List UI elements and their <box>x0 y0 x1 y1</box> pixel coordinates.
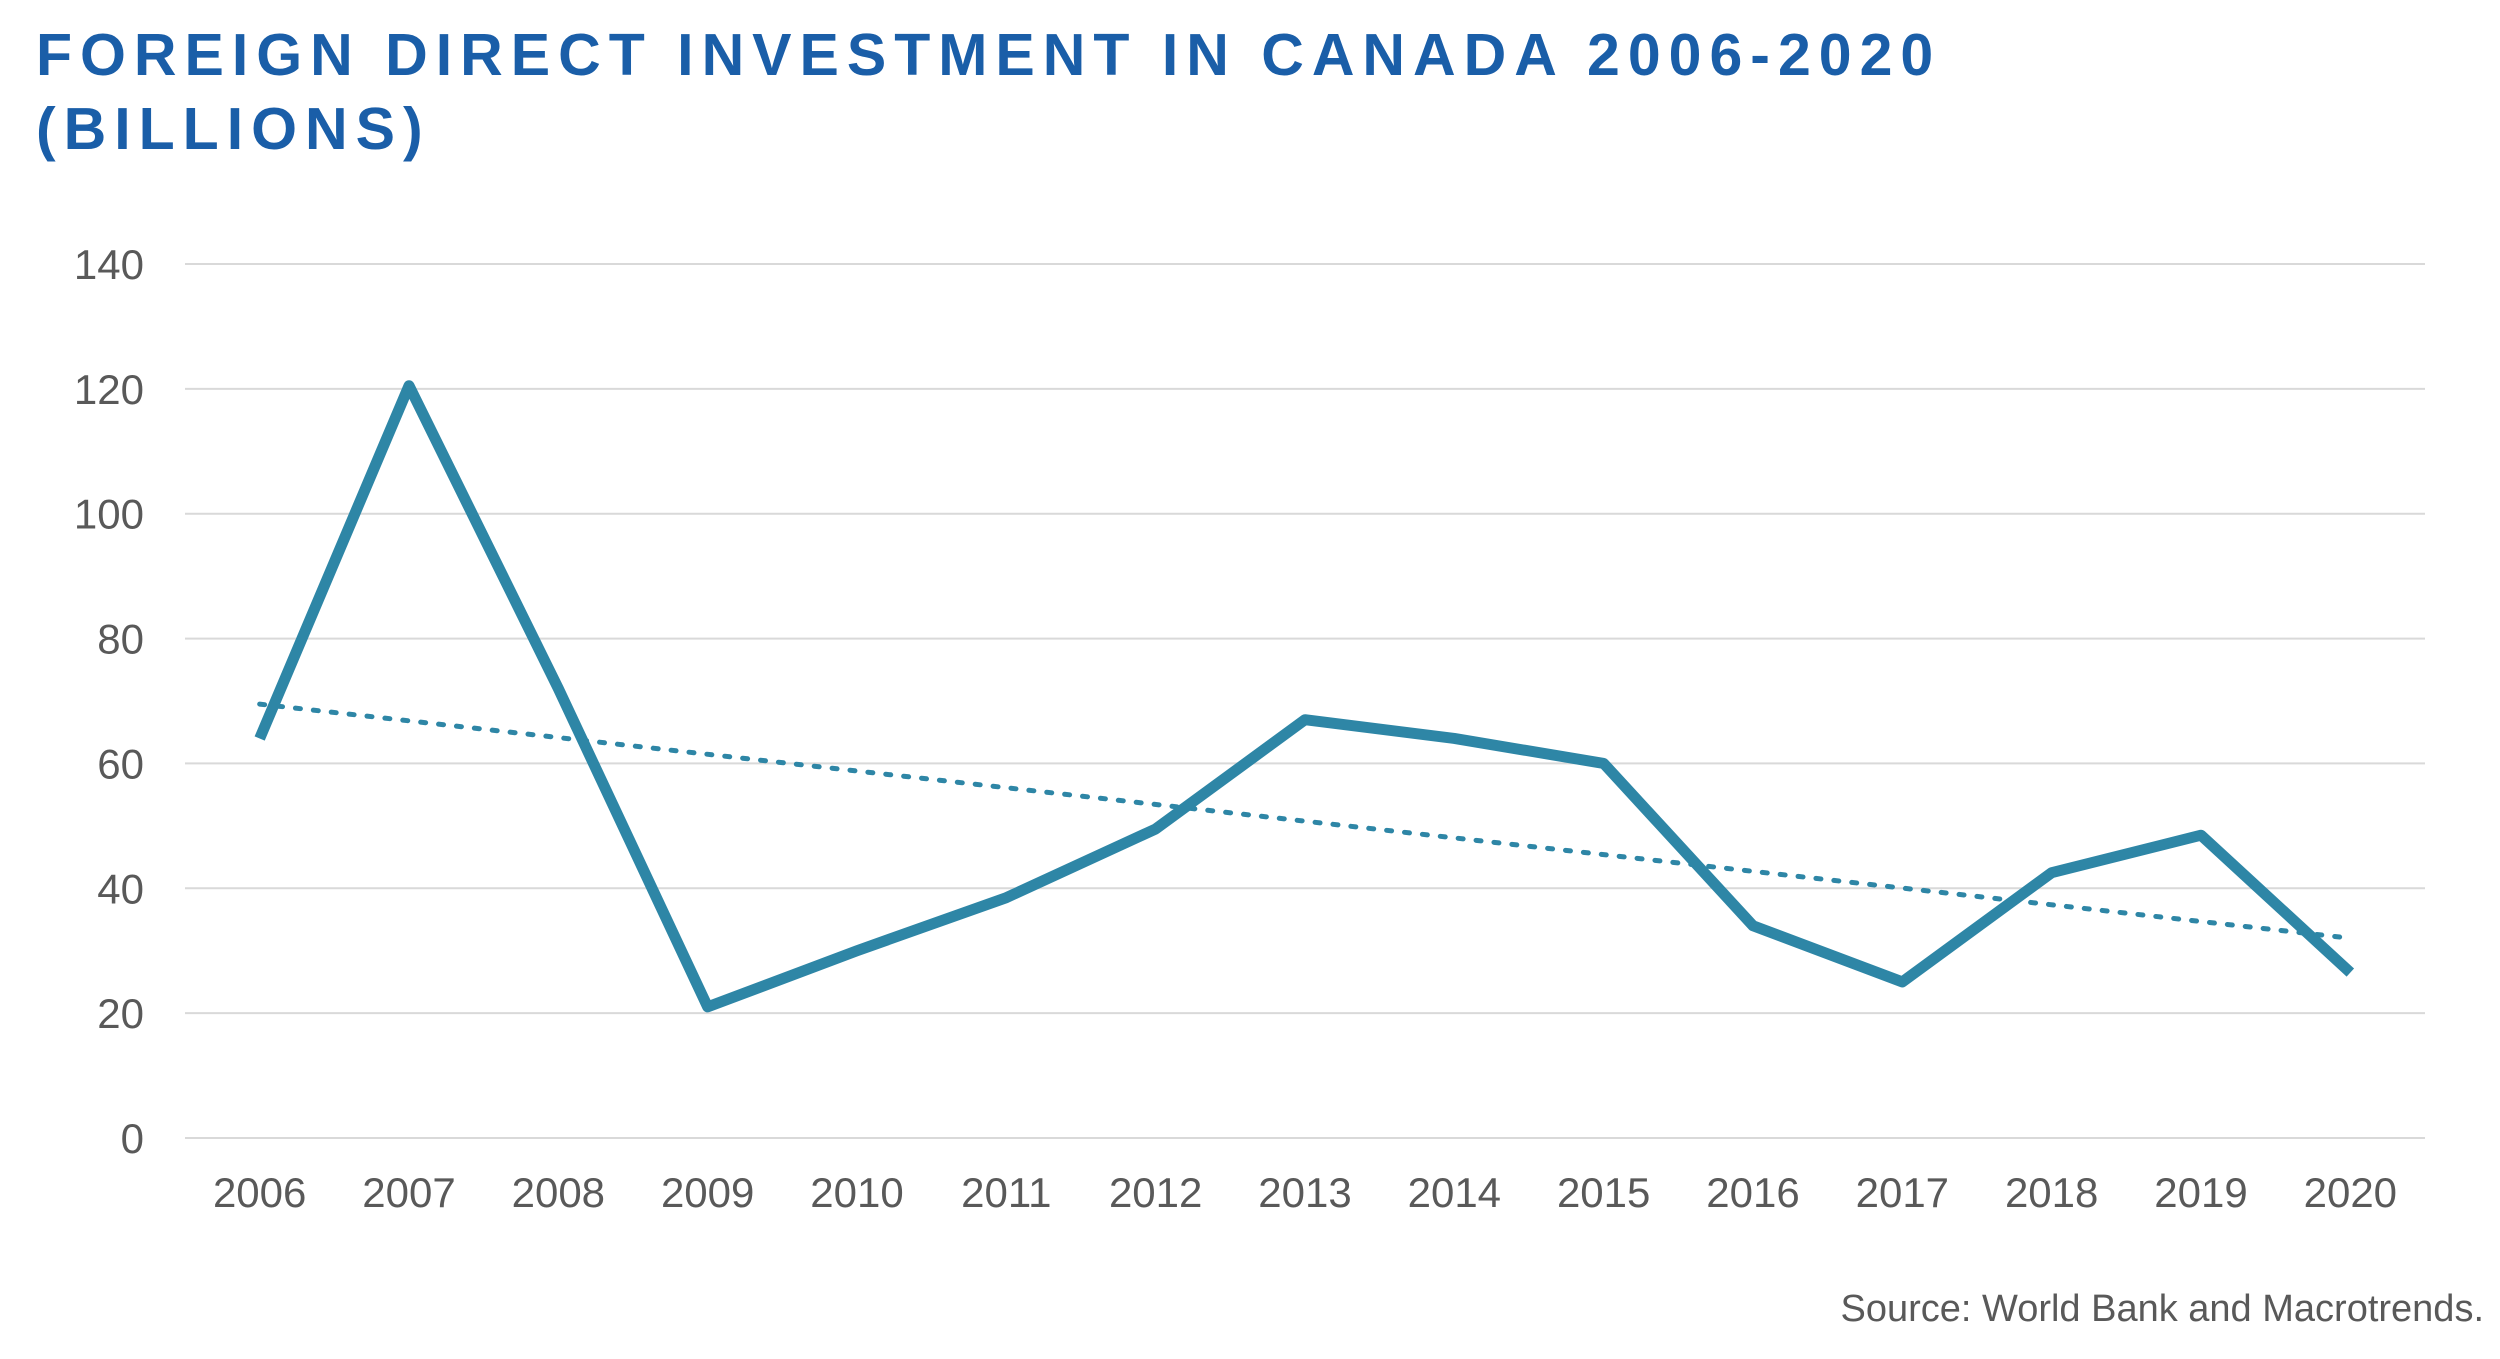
x-tick-label-2014: 2014 <box>1408 1169 1501 1216</box>
y-axis-tick-labels: 0 20 40 60 80 100 120 140 <box>74 241 144 1162</box>
x-tick-label-2007: 2007 <box>362 1169 455 1216</box>
x-tick-label-2016: 2016 <box>1706 1169 1799 1216</box>
x-tick-label-2020: 2020 <box>2304 1169 2397 1216</box>
y-tick-label-60: 60 <box>97 740 144 787</box>
y-tick-label-20: 20 <box>97 990 144 1037</box>
x-tick-label-2013: 2013 <box>1258 1169 1351 1216</box>
series-layer <box>254 380 2355 1013</box>
y-tick-label-0: 0 <box>121 1115 144 1162</box>
x-tick-label-2015: 2015 <box>1557 1169 1650 1216</box>
source-note: Source: World Bank and Macrotrends. <box>1840 1288 2485 1330</box>
x-tick-label-2006: 2006 <box>213 1169 306 1216</box>
x-tick-label-2019: 2019 <box>2154 1169 2247 1216</box>
series-line-0 <box>254 380 2355 1013</box>
trendline-layer <box>257 701 2353 941</box>
gridlines <box>185 263 2425 1015</box>
x-tick-label-2017: 2017 <box>1856 1169 1949 1216</box>
trendline <box>257 701 2353 941</box>
y-tick-label-40: 40 <box>97 865 144 912</box>
y-tick-label-100: 100 <box>74 491 144 538</box>
y-tick-label-140: 140 <box>74 241 144 288</box>
x-tick-label-2011: 2011 <box>961 1169 1051 1216</box>
x-tick-label-2009: 2009 <box>661 1169 754 1216</box>
y-tick-label-80: 80 <box>97 616 144 663</box>
chart-title: FOREIGN DIRECT INVESTMENT IN CANADA 2006… <box>36 22 1942 162</box>
y-tick-label-120: 120 <box>74 366 144 413</box>
x-tick-label-2010: 2010 <box>810 1169 903 1216</box>
x-axis-tick-labels: 2006 2007 2008 2009 2010 2011 2012 2013 2014 2015… <box>213 1169 2397 1216</box>
x-tick-label-2008: 2008 <box>512 1169 605 1216</box>
x-tick-label-2018: 2018 <box>2005 1169 2098 1216</box>
x-tick-label-2012: 2012 <box>1109 1169 1202 1216</box>
